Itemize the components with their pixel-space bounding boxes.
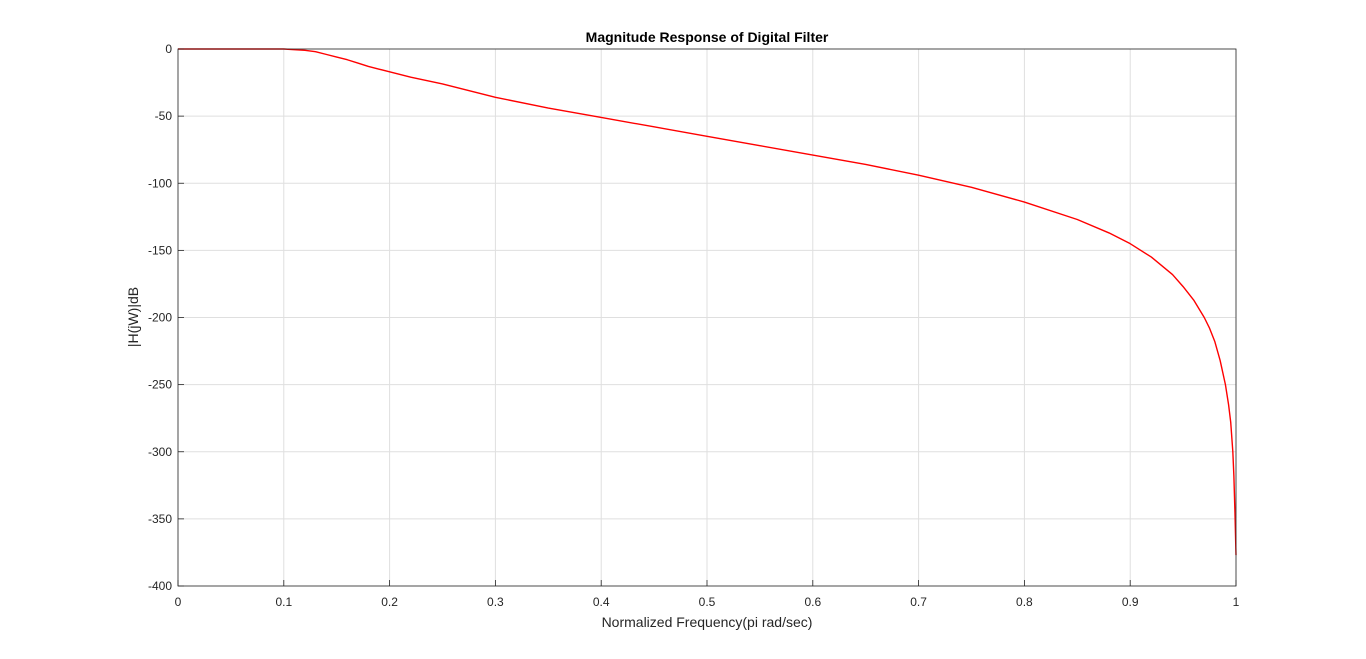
y-tick-label: -200 [148,311,172,325]
y-tick-label: -400 [148,579,172,593]
x-axis-label: Normalized Frequency(pi rad/sec) [602,614,813,630]
x-tick-label: 0.3 [487,595,504,609]
x-tick-label: 0.2 [381,595,398,609]
series-line-0 [178,48,1237,556]
x-tick-label: 0 [175,595,182,609]
x-tick-label: 0.6 [804,595,821,609]
y-tick-label: -50 [155,109,173,123]
x-tick-label: 0.9 [1122,595,1139,609]
chart-title: Magnitude Response of Digital Filter [586,29,829,45]
ticks: 0 0.1 0.2 0.3 0.4 0.5 0.6 0.7 0.8 0.9 1 0 -50 -100 -15… [148,42,1240,609]
x-tick-label: 1 [1233,595,1240,609]
x-tick-label: 0.4 [593,595,610,609]
y-tick-label: -250 [148,378,172,392]
series-layer [178,48,1237,556]
x-tick-label: 0.5 [699,595,716,609]
y-tick-label: -350 [148,512,172,526]
y-axis-label: |H(jW)|dB [125,287,141,347]
y-tick-label: -150 [148,243,172,257]
y-tick-label: 0 [165,42,172,56]
x-tick-label: 0.1 [275,595,292,609]
y-tick-label: -100 [148,176,172,190]
x-tick-label: 0.8 [1016,595,1033,609]
y-tick-label: -300 [148,445,172,459]
x-tick-label: 0.7 [910,595,927,609]
